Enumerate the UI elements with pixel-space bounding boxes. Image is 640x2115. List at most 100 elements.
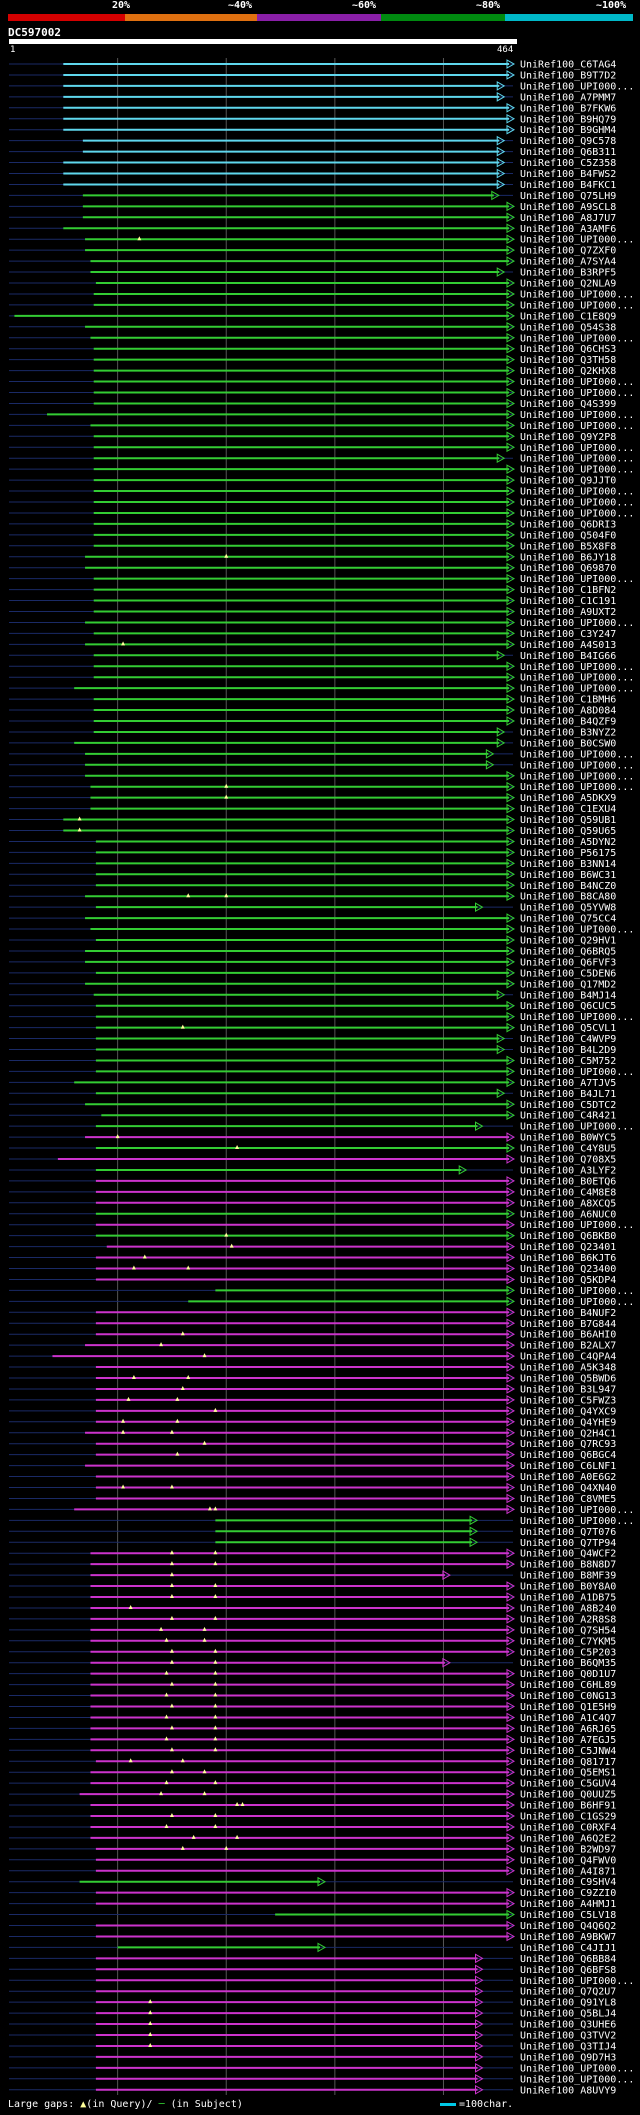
hit-arrow bbox=[496, 738, 506, 748]
hit-label: UniRef100_B8CA80 bbox=[520, 892, 616, 903]
hit-arrow bbox=[475, 2052, 484, 2062]
query-gap-mark bbox=[121, 1429, 126, 1434]
hit-label: UniRef100_Q4YHE9 bbox=[520, 1417, 616, 1428]
hit-arrow bbox=[496, 989, 506, 1000]
query-gap-mark bbox=[224, 1845, 229, 1850]
hit-label: UniRef100_B4FWS2 bbox=[520, 169, 616, 180]
hit-label: UniRef100_Q9C578 bbox=[520, 136, 616, 147]
hit-arrow bbox=[506, 420, 516, 431]
hit-arrow bbox=[506, 836, 516, 847]
hit-arrow bbox=[506, 1427, 516, 1438]
query-gap-mark bbox=[169, 1813, 174, 1817]
hit-arrow bbox=[506, 957, 516, 967]
hit-arrow bbox=[496, 1044, 506, 1055]
hit-label: UniRef100_Q4FWV0 bbox=[520, 1855, 616, 1866]
hit-arrow bbox=[506, 1230, 516, 1241]
hit-arrow bbox=[506, 1581, 516, 1591]
hit-arrow bbox=[475, 1975, 484, 1986]
hit-arrow bbox=[506, 880, 516, 891]
hit-arrow bbox=[469, 1537, 479, 1548]
query-gap-mark bbox=[169, 1583, 174, 1588]
scale-label-100: ~100% bbox=[596, 0, 627, 11]
hit-label: UniRef100_Q1E5H9 bbox=[520, 1702, 616, 1713]
hit-arrow bbox=[496, 267, 506, 277]
query-gap-mark bbox=[180, 1845, 185, 1850]
hit-arrow bbox=[317, 1942, 327, 1953]
query-gap-mark bbox=[180, 1024, 185, 1029]
query-gap-mark bbox=[169, 1429, 174, 1434]
query-gap-mark bbox=[202, 1637, 207, 1642]
hit-arrow bbox=[506, 694, 516, 704]
query-gap-mark bbox=[77, 827, 82, 832]
hit-arrow bbox=[506, 234, 516, 245]
hit-label: UniRef100_UPI000... bbox=[520, 333, 634, 344]
hit-label: UniRef100_Q3UHE6 bbox=[520, 2020, 616, 2031]
hit-arrow bbox=[485, 748, 495, 759]
hit-label: UniRef100_A4HMJ1 bbox=[520, 1899, 616, 1910]
hit-label: UniRef100_B3NYZ2 bbox=[520, 727, 616, 738]
hit-arrow bbox=[506, 376, 516, 387]
hit-arrow bbox=[475, 1986, 484, 1997]
hit-arrow bbox=[506, 1099, 516, 1110]
hit-arrow bbox=[506, 869, 516, 880]
hit-label: UniRef100_A2R8S8 bbox=[520, 1614, 616, 1625]
hit-arrow bbox=[506, 978, 516, 989]
query-bar bbox=[9, 39, 517, 44]
hit-label: UniRef100_UPI000... bbox=[520, 749, 634, 760]
hit-arrow bbox=[506, 1789, 516, 1799]
hit-label: UniRef100_C5GUV4 bbox=[520, 1779, 616, 1790]
hit-label: UniRef100_Q4Q6Q2 bbox=[520, 1921, 616, 1932]
hit-arrow bbox=[506, 1241, 516, 1252]
scale-label-40: ~40% bbox=[228, 0, 253, 11]
hit-arrow bbox=[506, 803, 516, 814]
hit-arrow bbox=[506, 442, 516, 453]
hit-label: UniRef100_UPI000... bbox=[520, 1976, 634, 1987]
hit-arrow bbox=[506, 278, 516, 288]
hit-label: UniRef100_UPI000... bbox=[520, 508, 634, 519]
hit-arrow bbox=[475, 1953, 484, 1964]
hit-label: UniRef100_UPI000... bbox=[520, 487, 634, 498]
hit-label: UniRef100_Q23401 bbox=[520, 1242, 616, 1253]
hit-label: UniRef100_UPI000... bbox=[520, 388, 634, 399]
hit-label: UniRef100_Q9Y2P8 bbox=[520, 432, 616, 443]
query-gap-mark bbox=[202, 1353, 207, 1358]
hit-arrow bbox=[496, 135, 506, 146]
hit-arrow bbox=[506, 1362, 516, 1372]
query-gap-mark bbox=[77, 816, 82, 821]
hit-arrow bbox=[506, 409, 516, 420]
hit-label: UniRef100_Q7SH54 bbox=[520, 1625, 616, 1636]
query-gap-mark bbox=[164, 1692, 169, 1697]
hit-arrow bbox=[506, 124, 516, 135]
hit-arrow bbox=[506, 497, 516, 507]
query-gap-mark bbox=[213, 1780, 218, 1785]
hit-label: UniRef100_Q708X5 bbox=[520, 1155, 616, 1166]
hit-label: UniRef100_Q0UUZ5 bbox=[520, 1790, 616, 1801]
hit-arrow bbox=[506, 1296, 516, 1307]
hit-label: UniRef100_B6JY18 bbox=[520, 552, 616, 563]
hit-arrow bbox=[506, 343, 516, 354]
query-gap-mark bbox=[126, 1396, 131, 1401]
hit-arrow bbox=[496, 91, 506, 102]
query-gap-mark bbox=[164, 1780, 169, 1785]
hit-label: UniRef100_UPI000... bbox=[520, 1122, 634, 1133]
hit-arrow bbox=[458, 1165, 468, 1175]
hit-label: UniRef100_B9T7D2 bbox=[520, 70, 616, 81]
hit-label: UniRef100_C1GS29 bbox=[520, 1812, 616, 1823]
hit-arrow bbox=[506, 1449, 516, 1460]
legend-subject-text: (in Subject) bbox=[170, 2099, 243, 2110]
hit-label: UniRef100_A8D084 bbox=[520, 706, 616, 717]
query-gap-mark bbox=[213, 1659, 218, 1664]
hit-label: UniRef100_C6TAG4 bbox=[520, 60, 616, 71]
scale-segment-60 bbox=[257, 14, 381, 21]
hit-arrow bbox=[506, 1055, 516, 1066]
hit-arrow bbox=[506, 1471, 516, 1482]
hit-label: UniRef100_UPI000... bbox=[520, 1067, 634, 1078]
hit-arrow bbox=[506, 1811, 516, 1821]
hit-label: UniRef100_UPI000... bbox=[520, 289, 634, 300]
hit-label: UniRef100_A7SYA4 bbox=[520, 257, 616, 268]
hit-arrow bbox=[506, 1143, 516, 1153]
hit-label: UniRef100_A3AMF6 bbox=[520, 224, 616, 235]
query-gap-mark bbox=[213, 1736, 218, 1741]
hit-arrow bbox=[506, 1767, 516, 1778]
